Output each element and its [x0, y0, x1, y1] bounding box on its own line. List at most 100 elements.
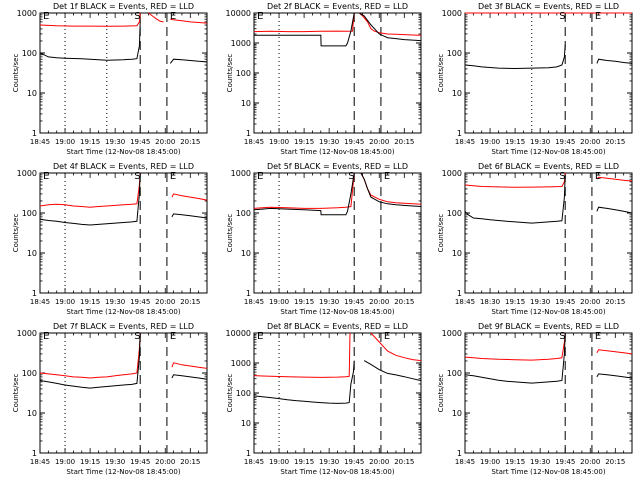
y-axis-label: Counts/sec: [226, 214, 234, 253]
events-series-line: [464, 332, 566, 384]
marker-e: E: [257, 11, 263, 22]
y-tick-label: 10: [27, 409, 37, 418]
marker-s: S: [559, 331, 565, 342]
y-tick-label: 1: [246, 129, 251, 138]
y-tick-label: 100: [447, 49, 462, 58]
events-series-line: [39, 332, 141, 389]
events-series-line: [254, 12, 355, 47]
y-tick-label: 10: [452, 249, 462, 258]
x-axis-label: Start Time (12-Nov-08 18:45:00): [280, 468, 394, 476]
y-axis-label: Counts/sec: [437, 214, 445, 253]
x-tick-label: 20:00: [580, 138, 600, 146]
x-tick-label: 18:45: [244, 298, 264, 306]
events-series-line: [596, 206, 633, 214]
y-tick-label: 1000: [17, 329, 37, 338]
marker-e: E: [170, 171, 176, 182]
x-tick-label: 19:30: [105, 138, 125, 146]
events-series-line: [464, 44, 566, 70]
x-tick-label: 19:00: [269, 138, 289, 146]
y-axis-label: Counts/sec: [226, 54, 234, 93]
x-tick-label: 19:00: [55, 458, 75, 466]
lld-series-line: [253, 332, 351, 378]
x-tick-label: 19:45: [555, 458, 575, 466]
x-tick-label: 18:45: [244, 458, 264, 466]
x-tick-label: 19:30: [105, 298, 125, 306]
y-tick-label: 100: [22, 49, 37, 58]
y-tick-label: 1: [457, 129, 462, 138]
events-series-line: [39, 172, 141, 226]
x-tick-label: 18:45: [30, 298, 50, 306]
x-tick-label: 19:30: [530, 138, 550, 146]
x-tick-label: 19:15: [505, 298, 525, 306]
y-tick-label: 1000: [231, 39, 251, 48]
marker-e: E: [170, 11, 176, 22]
marker-e: E: [595, 331, 601, 342]
y-tick-label: 10000: [226, 329, 251, 338]
x-tick-label: 19:15: [80, 458, 100, 466]
lld-series-line: [464, 172, 566, 188]
x-tick-label: 19:45: [555, 298, 575, 306]
y-tick-label: 1000: [231, 359, 251, 368]
x-tick-label: 20:00: [155, 458, 175, 466]
events-series-line: [596, 373, 633, 379]
lld-series-line: [171, 362, 208, 369]
y-tick-label: 10: [241, 249, 251, 258]
x-tick-label: 19:15: [294, 298, 314, 306]
chart-panel-9: 1 10 100 1000 18:45 19:00 19:15 19:30 19:45 20:00…: [437, 322, 633, 476]
events-series-line: [253, 172, 355, 216]
x-tick-label: 19:45: [130, 298, 150, 306]
x-tick-label: 18:30: [480, 298, 500, 306]
events-series-line: [169, 58, 208, 64]
y-axis-label: Counts/sec: [12, 214, 20, 253]
x-tick-label: 19:15: [80, 138, 100, 146]
x-tick-label: 19:15: [294, 138, 314, 146]
x-tick-label: 18:45: [455, 138, 475, 146]
x-tick-label: 19:45: [130, 138, 150, 146]
lld-series-line: [596, 176, 633, 182]
y-tick-label: 10: [241, 99, 251, 108]
events-series-line: [596, 58, 633, 64]
y-tick-label: 1: [246, 289, 251, 298]
x-tick-label: 19:00: [269, 458, 289, 466]
marker-e: E: [43, 331, 49, 342]
x-tick-label: 19:15: [294, 458, 314, 466]
x-tick-label: 20:00: [155, 138, 175, 146]
lld-series-line: [170, 18, 208, 24]
y-tick-label: 1: [32, 289, 37, 298]
x-tick-label: 19:45: [344, 138, 364, 146]
lld-series-line: [148, 12, 164, 23]
x-tick-label: 20:00: [580, 298, 600, 306]
panel-title: Det 5f BLACK = Events, RED = LLD: [267, 162, 408, 171]
lld-series-line: [39, 332, 141, 379]
panel-title: Det 9f BLACK = Events, RED = LLD: [478, 322, 619, 331]
y-tick-label: 10: [27, 89, 37, 98]
x-tick-label: 19:45: [555, 138, 575, 146]
panel-title: Det 7f BLACK = Events, RED = LLD: [53, 322, 194, 331]
x-tick-label: 20:15: [180, 138, 200, 146]
chart-panel-3: 1 10 100 1000 18:45 19:00 19:15 19:30 19:45 20:00…: [437, 2, 633, 156]
marker-e: E: [595, 171, 601, 182]
x-tick-label: 20:00: [369, 458, 389, 466]
x-axis-label: Start Time (12-Nov-08 18:45:00): [280, 148, 394, 156]
x-tick-label: 18:45: [455, 458, 475, 466]
y-tick-label: 1000: [442, 329, 462, 338]
events-series-line: [358, 12, 422, 42]
chart-panel-4: 1 10 100 1000 18:45 19:00 19:15 19:30 19:45 20:00…: [12, 162, 208, 316]
x-tick-label: 20:00: [580, 458, 600, 466]
x-tick-label: 19:15: [505, 458, 525, 466]
x-tick-label: 19:30: [319, 138, 339, 146]
x-tick-label: 19:45: [344, 458, 364, 466]
y-tick-label: 1000: [17, 9, 37, 18]
y-tick-label: 1000: [17, 169, 37, 178]
x-tick-label: 19:30: [319, 298, 339, 306]
lld-series-line: [360, 172, 422, 205]
y-tick-label: 100: [236, 69, 251, 78]
marker-e: E: [170, 331, 176, 342]
y-tick-label: 100: [22, 209, 37, 218]
x-tick-label: 20:15: [394, 298, 414, 306]
marker-s: S: [134, 11, 140, 22]
x-tick-label: 18:45: [30, 138, 50, 146]
chart-panel-8: 1 10 100 1000 10000 18:45 19:00 19:15 19:30 19:45…: [226, 322, 422, 476]
x-tick-label: 20:15: [605, 298, 625, 306]
